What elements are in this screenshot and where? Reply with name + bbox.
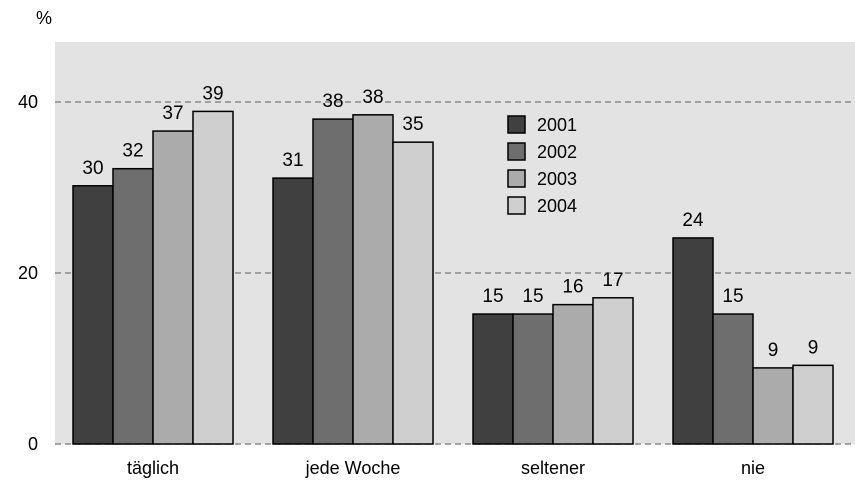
bar-2003-0 bbox=[152, 130, 194, 445]
y-tick-40: 40 bbox=[18, 92, 38, 112]
bar-2003-3 bbox=[752, 367, 794, 445]
value-label-2001-1: 31 bbox=[282, 150, 303, 171]
bar-2002-0 bbox=[112, 167, 154, 445]
bar-2003-2 bbox=[552, 303, 594, 445]
category-label-1: jede Woche bbox=[305, 458, 401, 478]
bars bbox=[72, 110, 834, 445]
bar-2001-0 bbox=[72, 185, 114, 445]
legend-label-2004: 2004 bbox=[537, 196, 577, 216]
y-unit-label: % bbox=[36, 8, 52, 28]
legend-label-2003: 2003 bbox=[537, 169, 577, 189]
legend-swatch-2001 bbox=[507, 115, 526, 134]
bar-2004-2 bbox=[592, 297, 634, 445]
category-label-3: nie bbox=[741, 458, 765, 478]
value-label-2001-3: 24 bbox=[682, 210, 704, 231]
y-tick-labels: 0 20 40 bbox=[18, 92, 38, 454]
value-label-2002-0: 32 bbox=[122, 141, 143, 162]
category-labels: täglich jede Woche seltener nie bbox=[127, 458, 765, 478]
bar-2003-1 bbox=[352, 114, 394, 445]
bar-2002-3 bbox=[712, 313, 754, 445]
y-tick-20: 20 bbox=[18, 263, 38, 283]
value-label-2003-0: 37 bbox=[162, 103, 183, 124]
legend-swatch-2004 bbox=[507, 196, 526, 215]
value-label-2004-2: 17 bbox=[602, 270, 623, 291]
bar-2004-3 bbox=[792, 364, 834, 445]
legend-swatch-2002 bbox=[507, 142, 526, 161]
legend-label-2002: 2002 bbox=[537, 142, 577, 162]
bar-2001-3 bbox=[672, 237, 714, 445]
value-label-2004-0: 39 bbox=[202, 83, 223, 104]
value-label-2004-3: 9 bbox=[808, 337, 819, 358]
bar-2001-2 bbox=[472, 313, 514, 445]
value-label-2003-1: 38 bbox=[362, 87, 383, 108]
value-label-2003-2: 16 bbox=[562, 277, 583, 298]
legend-label-2001: 2001 bbox=[537, 115, 577, 135]
bar-2002-1 bbox=[312, 118, 354, 445]
legend: 2001 2002 2003 2004 bbox=[507, 115, 577, 216]
bar-2004-1 bbox=[392, 141, 434, 445]
value-label-2001-0: 30 bbox=[82, 158, 103, 179]
legend-swatch-2003 bbox=[507, 169, 526, 188]
value-label-2004-1: 35 bbox=[402, 114, 423, 135]
value-label-2002-3: 15 bbox=[722, 286, 743, 307]
category-label-0: täglich bbox=[127, 458, 179, 478]
value-label-2001-2: 15 bbox=[482, 286, 503, 307]
value-label-2003-3: 9 bbox=[768, 340, 779, 361]
value-label-2002-1: 38 bbox=[322, 91, 343, 112]
value-labels: 30 32 37 39 31 38 38 35 15 15 16 17 24 15 9 9 bbox=[82, 83, 818, 361]
bar-2001-1 bbox=[272, 177, 314, 445]
value-label-2002-2: 15 bbox=[522, 286, 543, 307]
y-tick-0: 0 bbox=[28, 434, 38, 454]
bar-2004-0 bbox=[192, 110, 234, 445]
bar-2002-2 bbox=[512, 313, 554, 445]
category-label-2: seltener bbox=[521, 458, 585, 478]
